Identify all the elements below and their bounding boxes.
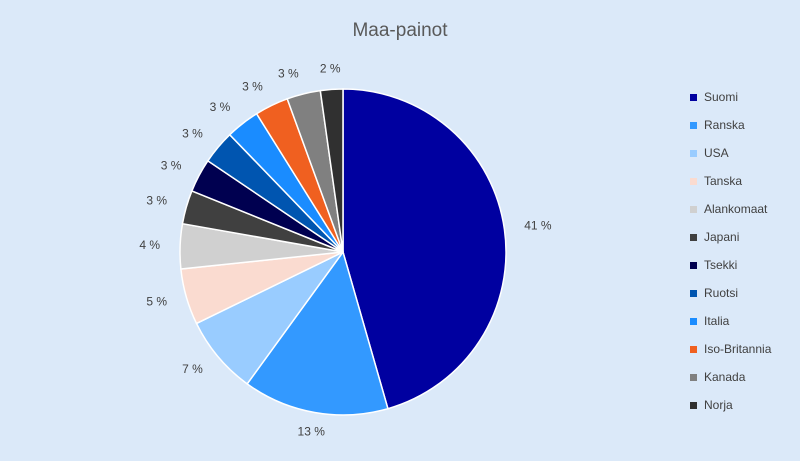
- legend-swatch: [690, 122, 697, 129]
- legend-label: Kanada: [704, 370, 746, 384]
- chart-title: Maa-painot: [352, 20, 448, 41]
- legend-label: Norja: [704, 398, 733, 412]
- legend-swatch: [690, 346, 697, 353]
- legend-swatch: [690, 402, 697, 409]
- legend-label: Alankomaat: [704, 202, 768, 216]
- legend-swatch: [690, 318, 697, 325]
- data-label: 3 %: [146, 194, 167, 208]
- legend-swatch: [690, 374, 697, 381]
- legend-swatch: [690, 178, 697, 185]
- data-label: 41 %: [524, 219, 552, 233]
- data-label: 13 %: [298, 424, 326, 438]
- legend-swatch: [690, 262, 697, 269]
- legend-swatch: [690, 150, 697, 157]
- legend-label: USA: [704, 146, 729, 160]
- legend-swatch: [690, 206, 697, 213]
- data-label: 3 %: [182, 127, 203, 141]
- data-label: 4 %: [139, 238, 160, 252]
- legend-label: Japani: [704, 230, 739, 244]
- legend-label: Tanska: [704, 174, 742, 188]
- data-label: 5 %: [146, 295, 167, 309]
- legend-label: Italia: [704, 314, 730, 328]
- pie-slice: [319, 88, 344, 253]
- data-label: 7 %: [182, 362, 203, 376]
- legend-swatch: [690, 94, 697, 101]
- data-label: 3 %: [242, 80, 263, 94]
- legend-label: Ranska: [704, 118, 745, 132]
- pie-slice: [246, 250, 389, 416]
- legend-label: Suomi: [704, 90, 738, 104]
- data-label: 3 %: [210, 100, 231, 114]
- pie-slice: [342, 88, 507, 410]
- legend-label: Tsekki: [704, 258, 737, 272]
- data-label: 3 %: [278, 67, 299, 81]
- legend-swatch: [690, 290, 697, 297]
- legend-label: Ruotsi: [704, 286, 738, 300]
- data-label: 3 %: [161, 158, 182, 172]
- data-label: 2 %: [320, 62, 341, 76]
- legend-swatch: [690, 234, 697, 241]
- legend-label: Iso-Britannia: [704, 342, 772, 356]
